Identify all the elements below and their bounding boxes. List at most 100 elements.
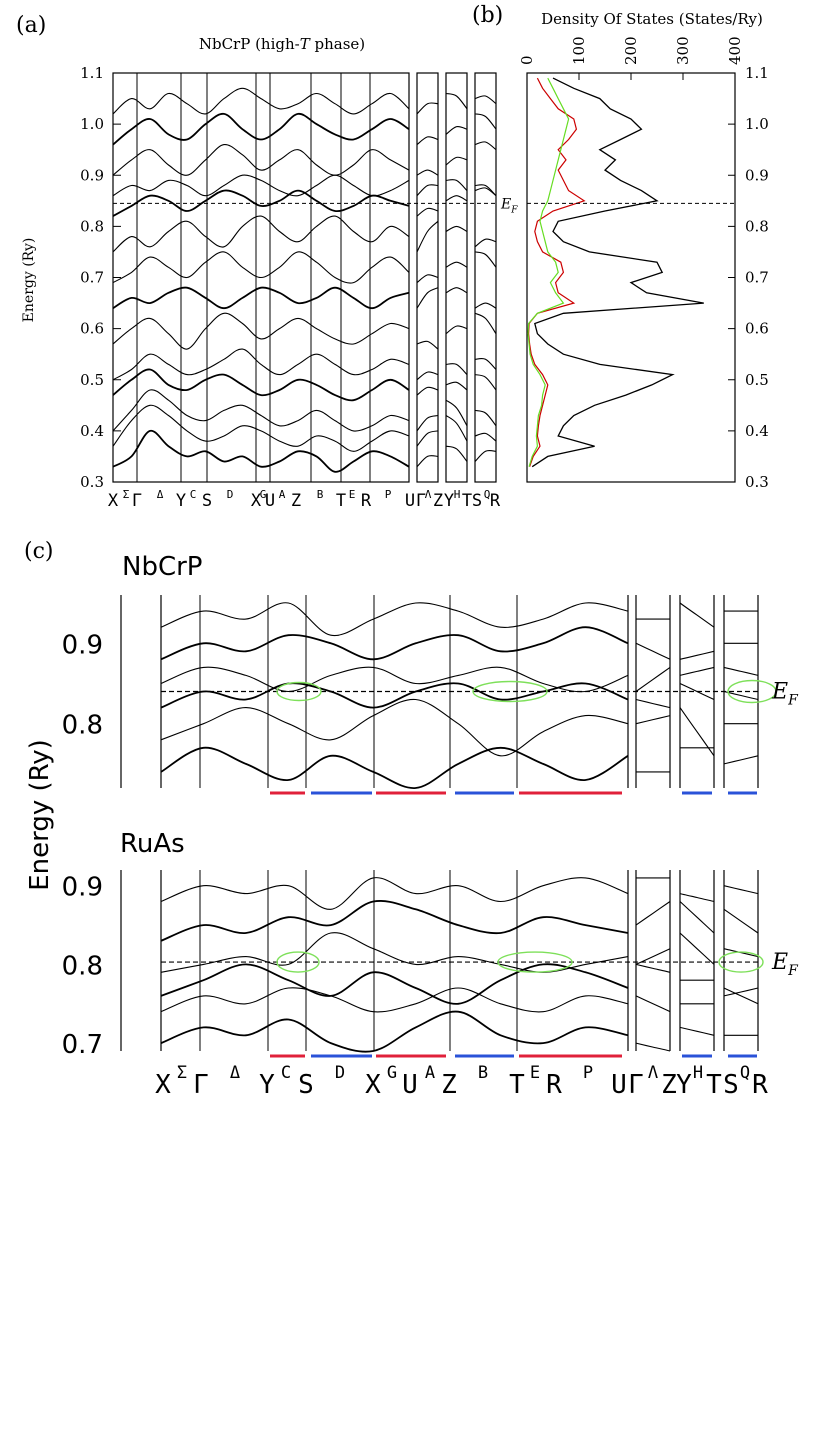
dirac-crossing-highlight [497,951,573,973]
dirac-crossing-highlight [727,679,777,704]
panel-c-kpath-label: R [752,1070,768,1100]
panel-a-band-segment [445,92,468,110]
panel-a-y-tick-label: 1.0 [80,115,104,133]
panel-a-kpath-label: Y [176,491,186,511]
panel-a-band-line [112,368,410,402]
panel-a-band-segment [474,358,497,370]
ruas-subplot-title: RuAs [120,829,185,859]
panel-c-kpath-label: S [723,1070,739,1100]
panel-c-label: (c) [24,539,54,564]
panel-a-band-segment [445,363,468,375]
panel-c-kpath-label: Y [676,1070,692,1100]
panel-a-kpath-label: A [279,488,286,501]
panel-b-y-tick-label: 0.4 [745,422,769,440]
panel-a-band-line [112,251,410,284]
panel-b-y-ticks: 0.3 0.4 0.5 0.6 0.7 0.8 0.9 1.0 1.1 [728,64,769,491]
panel-a-title: NbCrP (high-T phase) [199,35,365,53]
panel-c-y-tick-label: 0.9 [62,873,103,903]
panel-a-y-tick-label: 0.6 [80,320,104,338]
panel-a-frame-4 [474,72,497,483]
panel-c-y-tick-label: 0.7 [62,1030,103,1060]
panel-a-band-segment [445,195,468,202]
panel-c-fermi-label: EF [771,680,799,709]
panel-c-band-segment [723,755,759,765]
nbcrp-band-subplot: 0.8 0.9 EF [62,595,799,795]
panel-a-bands [112,87,497,473]
panel-c-kpath-label: Γ [193,1070,209,1100]
panel-a-band-segment [416,386,439,396]
panel-a-band-segment [416,274,439,284]
panel-c-band-segment [635,1042,671,1052]
panel-c-kpath-label: R [546,1070,562,1100]
panel-a-band-segment [474,113,497,130]
panel-a-y-tick-label: 0.5 [80,371,104,389]
panel-b-y-tick-label: 0.6 [745,320,769,338]
panel-c-band-segment [723,666,759,676]
panel-a-band-segment [474,432,497,442]
panel-c-kpath-label: Γ [628,1070,644,1100]
dirac-crossing-highlight [472,680,548,703]
panel-a-band-line [112,404,410,452]
panel-a-frames [112,72,497,483]
panel-a-band-segment [474,450,497,462]
panel-c-kpath-label: P [583,1063,593,1083]
panel-a-band-segment [445,287,468,294]
panel-c-band-line [160,932,629,973]
panel-a-y-tick-label: 0.7 [80,269,104,287]
panel-c-band-segment [679,901,715,934]
panel-a-kpath-label: Y [444,491,454,511]
panel-b-y-tick-label: 0.9 [745,166,769,184]
panel-c-band-segment [635,995,671,1013]
ruas-band-subplot: 0.7 0.8 0.9 EF [62,870,799,1060]
panel-a-band-segment [445,381,468,391]
panel-b-y-tick-label: 0.7 [745,269,769,287]
panel-a-band-line [112,174,410,197]
panel-c-band-line [160,626,629,661]
panel-a-kpath-label: T [462,491,472,511]
panel-a-band-segment [474,251,497,268]
panel-a-kpath-label: S [202,491,212,511]
panel-c-band-segment [635,715,671,725]
panel-c-y-tick-label: 0.8 [62,951,103,981]
panel-c-kpath-label: Z [441,1070,457,1100]
panel-b-y-tick-label: 0.3 [745,473,769,491]
panel-a-band-line [112,389,410,432]
panel-a-band-segment [445,261,468,268]
panel-a-y-ticks: 0.3 0.4 0.5 0.6 0.7 0.8 0.9 1.0 1.1 [80,64,121,491]
panel-a-kpath-label: D [227,488,234,501]
panel-a-band-line [112,348,410,381]
panel-b-dos-curves [527,77,704,468]
panel-a-band-line [112,312,410,350]
panel-a-kpath-labels: X Σ Γ Δ Y C S D XGU A Z B T E R P U ΓΛ Z Y H T S Q R [108,488,501,511]
panel-a-band-segment [474,184,497,197]
panel-c-band-segment [679,893,715,903]
panel-c-band-segment [723,885,759,895]
panel-c-band-line [160,900,629,942]
panel-a-band-segment [445,156,468,166]
panel-a-frame-main [112,72,410,483]
panel-b-x-tick-label: 400 [726,36,744,65]
panel-a-kpath-label: Q [484,488,491,501]
dos-curve-nb [527,77,586,467]
panel-a-kpath-label: Γ [132,491,142,511]
panel-c-band-segment [723,987,759,1005]
panel-a-fermi-level: EF [113,196,518,215]
panel-b-y-tick-label: 0.8 [745,217,769,235]
panel-a-band-segment [474,95,497,105]
panel-a-kpath-label: Z [433,491,443,511]
panel-b-x-tick-label: 100 [570,36,588,65]
panel-c-band-line [160,746,629,789]
panel-a-kpath-label: S [472,491,482,511]
panel-c-band-segment [635,698,671,709]
panel-a-band-segment [416,169,439,176]
panel-a-band-segment [474,141,497,151]
panel-c-kpath-label: X [365,1070,381,1100]
panel-a-band-segment [445,125,468,135]
panel-a-band-segment [474,238,497,248]
panel-a-y-tick-label: 0.9 [80,166,104,184]
panel-c-band-segment [635,963,671,973]
panel-a-band-line [112,215,410,253]
panel-a-band-segment [416,287,439,309]
